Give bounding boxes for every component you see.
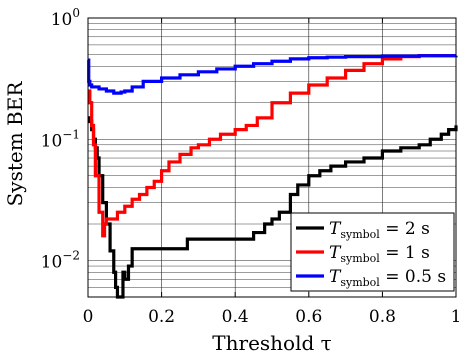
series-line-2 [87,54,458,95]
x-tick-label: 0.4 [222,307,249,327]
x-tick-label: 0.8 [369,307,396,327]
series-lines [87,53,458,299]
y-tick-label: 10−1 [41,127,80,151]
y-tick-label: 10−2 [41,249,80,273]
x-tick-label: 0.2 [148,307,175,327]
series-line-0 [88,116,458,299]
legend-label-2: Tsymbol = 0.5 s [329,267,446,289]
y-axis-label: System BER [3,81,27,207]
plot-frame [87,17,457,298]
y-tick-label: 100 [51,6,80,30]
axis-ticks: 0 0.2 0.4 0.6 0.8 1 100 10−1 10−2 [41,6,462,327]
legend-label-1: Tsymbol = 1 s [329,243,430,265]
series-line-1 [88,53,456,238]
x-tick-label: 1 [451,307,462,327]
x-tick-label: 0.6 [295,307,322,327]
x-axis-label: Threshold τ [212,331,331,355]
x-tick-label: 0 [83,307,94,327]
legend-label-0: Tsymbol = 2 s [329,219,430,241]
